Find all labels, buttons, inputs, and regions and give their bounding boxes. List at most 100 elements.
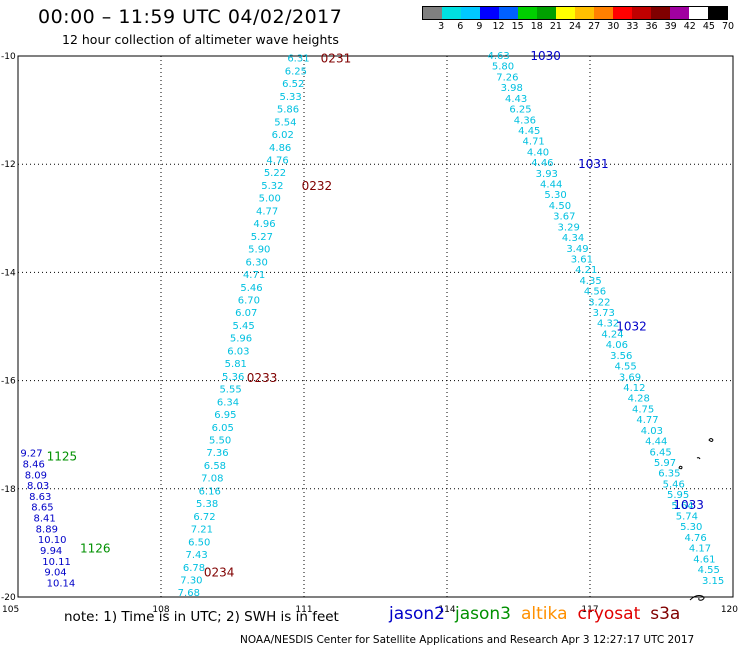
color-scale-label: 36 xyxy=(645,21,658,32)
satellite-legend-item: s3a xyxy=(650,604,681,624)
wave-height-value: 4.44 xyxy=(540,180,562,191)
wave-height-value: 6.07 xyxy=(235,308,257,319)
wave-height-value: 10.10 xyxy=(38,535,67,546)
latitude-tick-label: -14 xyxy=(1,268,16,278)
wave-height-value: 6.72 xyxy=(193,512,215,523)
color-swatch xyxy=(575,7,594,19)
color-swatch xyxy=(708,7,727,19)
pass-time-label: 0231 xyxy=(321,52,352,66)
latitude-tick-label: -18 xyxy=(1,485,16,495)
wave-height-value: 8.03 xyxy=(27,481,49,492)
wave-height-value: 6.05 xyxy=(212,423,234,434)
pass-time-label: 1031 xyxy=(578,157,609,171)
wave-height-value: 5.45 xyxy=(233,321,255,332)
color-scale-label: 15 xyxy=(511,21,524,32)
wave-height-value: 5.96 xyxy=(230,334,252,345)
wave-height-value: 6.16 xyxy=(199,486,221,497)
longitude-tick-label: 111 xyxy=(295,605,312,615)
pass-time-label: 0233 xyxy=(247,371,278,385)
pass-time-label: 1030 xyxy=(530,49,561,63)
wave-height-value: 4.43 xyxy=(505,94,527,105)
wave-height-value: 5.33 xyxy=(279,92,301,103)
wave-height-value: 6.02 xyxy=(272,130,294,141)
wave-height-value: 5.46 xyxy=(663,479,685,490)
color-scale-label: 18 xyxy=(530,21,543,32)
wave-height-value: 3.29 xyxy=(558,222,580,233)
color-scale-label: 33 xyxy=(626,21,639,32)
wave-height-value: 8.89 xyxy=(36,524,58,535)
satellite-legend-item: jason2 xyxy=(389,604,445,624)
pass-time-label: 1126 xyxy=(80,541,111,555)
satellite-legend-item: jason3 xyxy=(455,604,511,624)
wave-height-value: 4.03 xyxy=(641,426,663,437)
wave-height-value: 5.55 xyxy=(219,385,241,396)
wave-height-value: 6.50 xyxy=(188,537,210,548)
wave-height-value: 7.43 xyxy=(186,550,208,561)
wave-height-value: 3.93 xyxy=(536,169,558,180)
wave-height-value: 8.41 xyxy=(33,514,55,525)
wave-height-value: 6.25 xyxy=(509,105,531,116)
wave-height-value: 4.76 xyxy=(266,156,288,167)
color-swatch xyxy=(556,7,575,19)
wave-height-value: 6.31 xyxy=(287,54,309,65)
wave-height-value: 7.30 xyxy=(180,575,202,586)
wave-height-value: 10.14 xyxy=(47,578,76,589)
wave-height-value: 6.03 xyxy=(227,346,249,357)
footer-credit: NOAA/NESDIS Center for Satellite Applica… xyxy=(240,634,695,646)
color-swatch xyxy=(670,7,689,19)
wave-height-value: 8.63 xyxy=(29,492,51,503)
wave-height-value: 4.46 xyxy=(531,158,553,169)
wave-height-value: 5.81 xyxy=(225,359,247,370)
latitude-tick-label: -20 xyxy=(1,593,16,603)
pass-time-label: 1033 xyxy=(673,498,704,512)
wave-height-value: 5.74 xyxy=(676,512,698,523)
wave-height-value: 4.61 xyxy=(693,554,715,565)
wave-height-value: 4.71 xyxy=(243,270,265,281)
wave-height-value: 4.21 xyxy=(575,265,597,276)
wave-height-value: 4.71 xyxy=(523,137,545,148)
wave-height-value: 4.63 xyxy=(488,51,510,62)
wave-height-value: 9.27 xyxy=(20,449,42,460)
wave-height-value: 4.86 xyxy=(269,143,291,154)
color-swatch xyxy=(613,7,632,19)
wave-height-value: 4.55 xyxy=(698,565,720,576)
wave-height-value: 6.95 xyxy=(214,410,236,421)
wave-height-value: 4.32 xyxy=(597,319,619,330)
wave-height-value: 4.77 xyxy=(636,415,658,426)
wave-height-value: 8.65 xyxy=(31,503,53,514)
wave-height-value: 3.56 xyxy=(610,351,632,362)
wave-height-value: 6.25 xyxy=(285,66,307,77)
longitude-tick-label: 108 xyxy=(152,605,169,615)
wave-height-value: 5.32 xyxy=(261,181,283,192)
color-swatch xyxy=(594,7,613,19)
color-swatch xyxy=(689,7,708,19)
wave-height-value: 7.26 xyxy=(496,72,518,83)
wave-height-value: 3.98 xyxy=(501,83,523,94)
wave-height-value: 7.08 xyxy=(201,474,223,485)
wave-height-value: 4.06 xyxy=(606,340,628,351)
wave-height-value: 4.55 xyxy=(614,362,636,373)
color-scale-label: 3 xyxy=(438,21,445,32)
color-swatch xyxy=(632,7,651,19)
pass-time-label: 1032 xyxy=(616,320,647,334)
units-note: note: 1) Time is in UTC; 2) SWH is in fe… xyxy=(64,609,339,625)
wave-height-value: 9.04 xyxy=(44,568,66,579)
wave-height-value: 5.64 xyxy=(671,501,693,512)
wave-height-value: 6.52 xyxy=(282,79,304,90)
wave-height-value: 5.22 xyxy=(264,168,286,179)
wave-height-value: 5.95 xyxy=(667,490,689,501)
wave-height-value: 3.49 xyxy=(566,244,588,255)
longitude-tick-label: 117 xyxy=(581,605,598,615)
color-swatch xyxy=(518,7,537,19)
wave-height-value: 7.68 xyxy=(178,588,200,599)
wave-height-value: 6.35 xyxy=(658,469,680,480)
wave-height-value: 4.96 xyxy=(253,219,275,230)
color-swatch xyxy=(461,7,480,19)
wave-height-value: 5.36 xyxy=(222,372,244,383)
wave-height-value: 4.34 xyxy=(562,233,584,244)
wave-height-value: 5.38 xyxy=(196,499,218,510)
wave-height-value: 6.70 xyxy=(238,296,260,307)
wave-height-value: 6.58 xyxy=(204,461,226,472)
wave-height-value: 5.30 xyxy=(680,522,702,533)
longitude-tick-label: 114 xyxy=(438,605,455,615)
